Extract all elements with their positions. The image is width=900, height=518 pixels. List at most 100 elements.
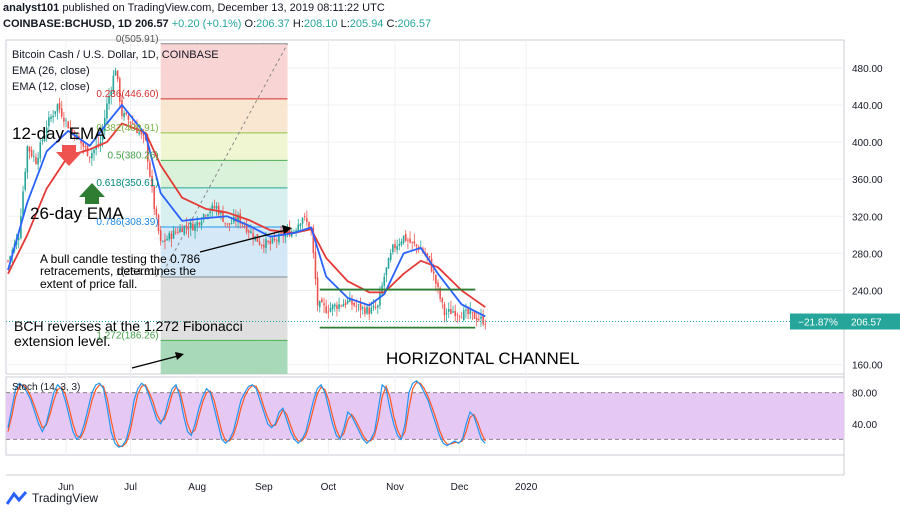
candle-body [353, 303, 355, 306]
ema-12-line [7, 104, 486, 318]
candle-body [321, 299, 323, 303]
bch-note-2: extension level. [14, 333, 111, 349]
candle-body [30, 150, 33, 157]
channel-annotation: HORIZONTAL CHANNEL [386, 349, 580, 368]
x-tick-label: Sep [255, 482, 273, 493]
low-label: L: [340, 18, 350, 30]
candle-body [450, 309, 452, 315]
candle-body [185, 225, 188, 228]
candle-body [404, 233, 407, 241]
candle-body [263, 244, 265, 248]
y-tick-label: 240.00 [852, 287, 883, 298]
candle-body [250, 231, 252, 233]
candle-body [60, 108, 63, 117]
candle-body [389, 253, 392, 261]
candle-body [157, 214, 160, 232]
candle-body [482, 315, 484, 325]
candle-body [9, 256, 11, 261]
candle-body [346, 300, 349, 304]
legend-ema26: EMA (26, close) [12, 65, 90, 77]
fib-level-label: 0(505.91) [116, 34, 159, 45]
close-label: C: [386, 18, 398, 30]
candle-body [334, 304, 336, 307]
candle-body [344, 302, 347, 305]
candle-body [273, 238, 276, 240]
candle-body [467, 308, 469, 315]
candle-body [447, 309, 450, 312]
candle-body [368, 307, 370, 315]
candle-body [88, 156, 91, 158]
fib-zone [160, 132, 288, 161]
fib-level-label: 1(254.61) [116, 267, 159, 278]
candle-body [123, 113, 125, 118]
candle-body [69, 127, 72, 129]
stoch-band [6, 392, 844, 440]
candle-body [99, 142, 102, 145]
candle-body [355, 305, 358, 307]
candle-body [293, 231, 295, 233]
candle-body [215, 205, 218, 209]
y-tick-label: 280.00 [852, 249, 883, 260]
candle-body [351, 299, 353, 305]
legend-title: Bitcoin Cash / U.S. Dollar, 1D, COINBASE [12, 49, 219, 61]
candle-body [374, 306, 377, 308]
candle-body [275, 240, 278, 242]
candle-body [252, 233, 254, 239]
candle-body [45, 127, 48, 134]
red-arrow-icon [56, 145, 82, 166]
candle-body [41, 140, 44, 142]
pct-change-text: −21.87% [798, 318, 838, 329]
bull-candle-arrowhead-icon [282, 225, 292, 234]
candle-body [385, 267, 388, 276]
candle-body [211, 205, 214, 211]
candle-body [243, 225, 246, 227]
x-tick-label: Dec [451, 482, 469, 493]
candle-body [134, 124, 136, 128]
fib-level-label: 0.236(446.60) [96, 89, 158, 100]
candle-body [56, 104, 59, 112]
candle-body [271, 238, 274, 243]
candle-body [338, 304, 340, 309]
bch-note-1: BCH reverses at the 1.272 Fibonacci [14, 318, 243, 334]
green-arrow-icon [79, 183, 105, 204]
last-price-badge-text: 206.57 [851, 318, 882, 329]
candle-body [217, 205, 220, 215]
candle-body [460, 317, 463, 319]
candle-body [484, 323, 487, 325]
candle-body [230, 223, 233, 225]
candle-body [280, 231, 282, 234]
symbol-info: COINBASE:BCHUSD, 1D 206.57 +0.20 (+0.1%)… [3, 18, 431, 30]
candle-body [168, 233, 171, 240]
candle-body [39, 142, 42, 159]
candle-body [205, 215, 207, 217]
bull-candle-note-2: retracements, determines the [40, 264, 196, 278]
tradingview-footer[interactable]: TradingView [6, 490, 98, 506]
candle-body [306, 217, 308, 223]
y-tick-label: 160.00 [852, 361, 883, 372]
candle-body [187, 229, 190, 231]
candle-body [396, 245, 398, 250]
candle-body [439, 288, 441, 299]
candle-body [372, 305, 375, 308]
candle-body [162, 241, 164, 243]
candle-body [308, 222, 310, 230]
price-change: +0.20 (+0.1%) [171, 18, 242, 30]
candle-body [411, 241, 413, 243]
candle-body [248, 230, 250, 233]
publisher-name: analyst101 [3, 2, 60, 14]
candle-body [131, 123, 134, 124]
candle-body [106, 103, 108, 119]
x-tick-label: 2020 [515, 482, 538, 493]
candle-body [269, 240, 272, 245]
candle-body [127, 115, 130, 120]
candle-body [456, 314, 459, 316]
stoch-k-line [7, 380, 486, 448]
candle-body [475, 317, 478, 321]
candle-body [327, 311, 330, 313]
candle-body [28, 146, 31, 152]
candle-body [174, 231, 177, 233]
fib-zone [160, 43, 288, 99]
candle-body [50, 116, 52, 120]
candle-body [297, 224, 300, 232]
